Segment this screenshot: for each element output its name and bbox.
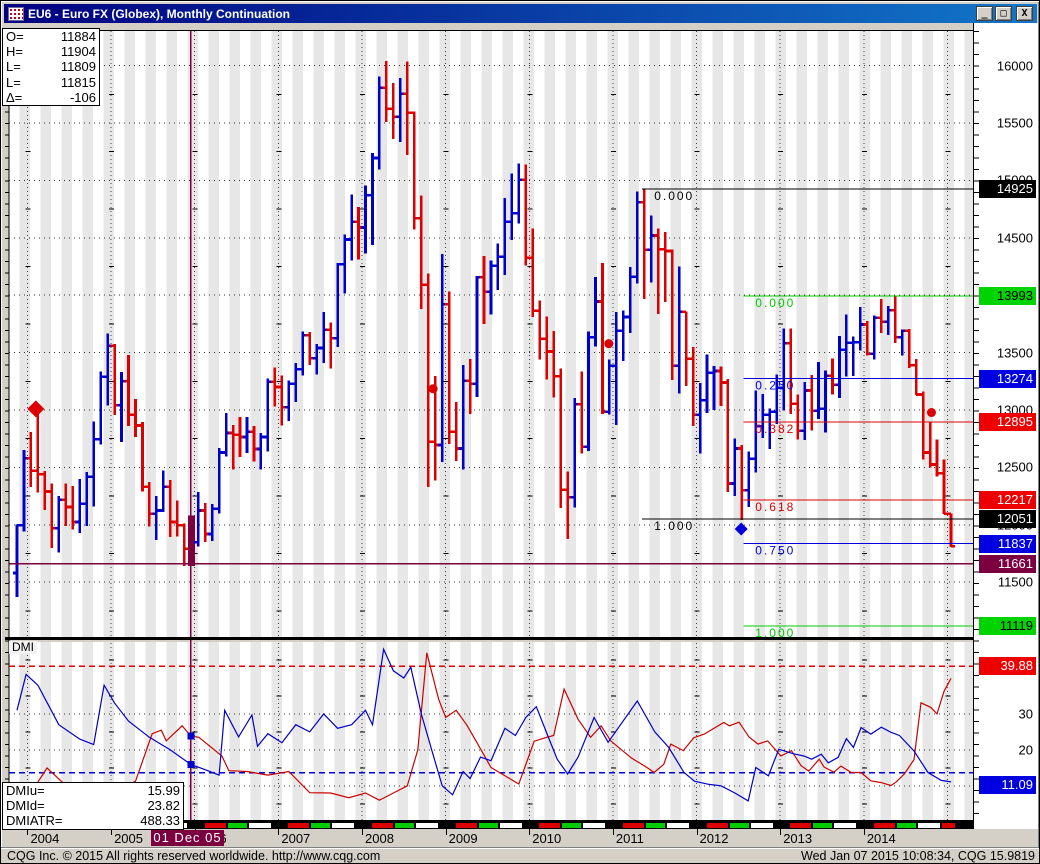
trend-strip-segment [729, 823, 749, 828]
ohlc-row: O= 11884 [6, 29, 96, 44]
year-tick [111, 829, 113, 835]
trend-strip-segment [834, 823, 857, 828]
trend-strip-segment [896, 823, 916, 828]
year-tick [780, 829, 782, 835]
price-scale-label: 12500 [996, 459, 1033, 475]
price-level-badge: 11119 [979, 616, 1036, 635]
trend-strip-segment [372, 823, 393, 828]
x-axis-year-label: 2005 [114, 831, 143, 846]
trend-strip-segment [562, 823, 582, 828]
status-datetime: Wed Jan 07 2015 10:08:34, CQG 15.9819 [801, 848, 1035, 863]
left-scale-ticks [5, 31, 9, 821]
dmi-scale-label: 20 [1018, 742, 1033, 758]
year-tick [445, 829, 447, 835]
ohlc-row: L= 11815 [6, 74, 96, 90]
chart-bottom-border [5, 820, 979, 822]
chart-client-area: 0.000 1.000 0.000 0.250 0.382 0.618 0.750 1.000… [2, 23, 1038, 849]
year-tick [612, 829, 614, 835]
price-scale-label: 15500 [996, 115, 1033, 131]
trend-strip-segment [790, 823, 812, 828]
window-title: EU6 - Euro FX (Globex), Monthly Continua… [28, 6, 290, 21]
price-level-badge: 11.09 [979, 776, 1036, 795]
x-axis-year-label: 2014 [866, 831, 896, 846]
trend-strip-segment [666, 823, 689, 828]
x-axis-year-label: 2010 [532, 831, 562, 846]
trend-strip-segment [416, 823, 438, 828]
trend-strip-segment [227, 823, 247, 828]
trend-strip-segment [706, 823, 728, 828]
year-tick [278, 829, 280, 835]
dmi-scale-label: 30 [1018, 706, 1033, 722]
price-level-badge: 11661 [979, 554, 1036, 573]
year-tick [362, 829, 363, 835]
trend-strip-segment [288, 823, 310, 828]
price-scale-tickmarks [974, 31, 979, 821]
app-icon [8, 6, 24, 21]
status-copyright: CQG Inc. © 2015 All rights reserved worl… [7, 848, 381, 863]
price-level-badge: 12217 [979, 490, 1036, 509]
trend-strip-segment [499, 823, 522, 828]
trend-strip-segment [645, 823, 665, 828]
trend-strip-segment [204, 823, 226, 828]
status-bar: CQG Inc. © 2015 All rights reserved worl… [1, 847, 1039, 863]
trend-strip-segment [622, 823, 644, 828]
year-tick [863, 829, 865, 835]
year-tick [27, 829, 29, 835]
maximize-button[interactable]: □ [995, 6, 1012, 21]
chart-top-border [5, 30, 979, 31]
dmi-row: DMId= 23.82 [6, 798, 180, 814]
dmi-study-label: DMI [9, 641, 37, 654]
trend-strip-segment [539, 823, 561, 828]
ohlc-row: L= 11809 [6, 59, 96, 75]
cursor-date-box: 01 Dec 05 [151, 830, 224, 846]
price-scale-label: 14500 [996, 230, 1033, 246]
x-axis-year-label: 2012 [699, 831, 729, 846]
price-scale-label: 11500 [997, 574, 1033, 590]
pane-separator [5, 637, 979, 640]
price-level-badge: 39.88 [979, 657, 1036, 676]
trend-strip-segment [395, 823, 414, 828]
price-scale-label: 16000 [996, 58, 1033, 74]
trend-strip-segment [248, 823, 271, 828]
trend-strip-segment [750, 823, 773, 828]
dmi-row: DMIu= 15.99 [6, 783, 180, 798]
price-level-badge: 11837 [979, 534, 1036, 553]
price-scale-label: 13500 [996, 345, 1033, 361]
price-level-badge: 13274 [979, 369, 1036, 388]
window-controls: _ □ X [976, 6, 1033, 21]
x-axis-year-label: 2007 [281, 831, 311, 846]
trend-strip-segment [455, 823, 477, 828]
price-level-badge: 12895 [979, 413, 1036, 432]
x-axis-year-label: 2004 [30, 831, 60, 846]
trend-strip-segment [813, 823, 833, 828]
ohlc-row: H= 11904 [6, 44, 96, 60]
ohlc-row: Δ= -106 [6, 89, 96, 105]
price-level-badge: 13993 [979, 286, 1036, 305]
price-pane[interactable] [9, 31, 973, 638]
trend-strip-segment [478, 823, 498, 828]
time-axis[interactable]: 2004200520062007200820092010201120122013… [5, 829, 1037, 848]
year-tick [696, 829, 698, 835]
x-axis-year-label: 2009 [448, 831, 478, 846]
trend-strip-segment [311, 823, 331, 828]
trend-strip-segment [873, 823, 895, 828]
price-level-badge: 12051 [979, 509, 1036, 528]
trend-strip-segment [583, 823, 606, 828]
trend-strip-segment [917, 823, 940, 828]
price-level-badge: 14925 [979, 179, 1036, 198]
trend-strip-segment [332, 823, 355, 828]
ohlc-readout-box: O= 11884 H= 11904 L= 11809 L= 11815 Δ= -106 [2, 28, 100, 106]
dmi-readout-box: DMIu= 15.99 DMId= 23.82 DMIATR= 488.33 [2, 782, 184, 830]
trend-strip-segment [942, 823, 955, 828]
title-bar[interactable]: EU6 - Euro FX (Globex), Monthly Continua… [4, 4, 1037, 23]
minimize-button[interactable]: _ [976, 6, 993, 21]
year-tick [529, 829, 531, 835]
close-button[interactable]: X [1016, 6, 1033, 21]
x-axis-year-label: 2008 [365, 831, 394, 846]
dmi-row: DMIATR= 488.33 [6, 813, 180, 829]
price-scale[interactable]: 1600015500150001450014000135001300012500… [973, 23, 1038, 829]
x-axis-year-label: 2013 [783, 831, 813, 846]
x-axis-year-label: 2011 [615, 831, 644, 846]
